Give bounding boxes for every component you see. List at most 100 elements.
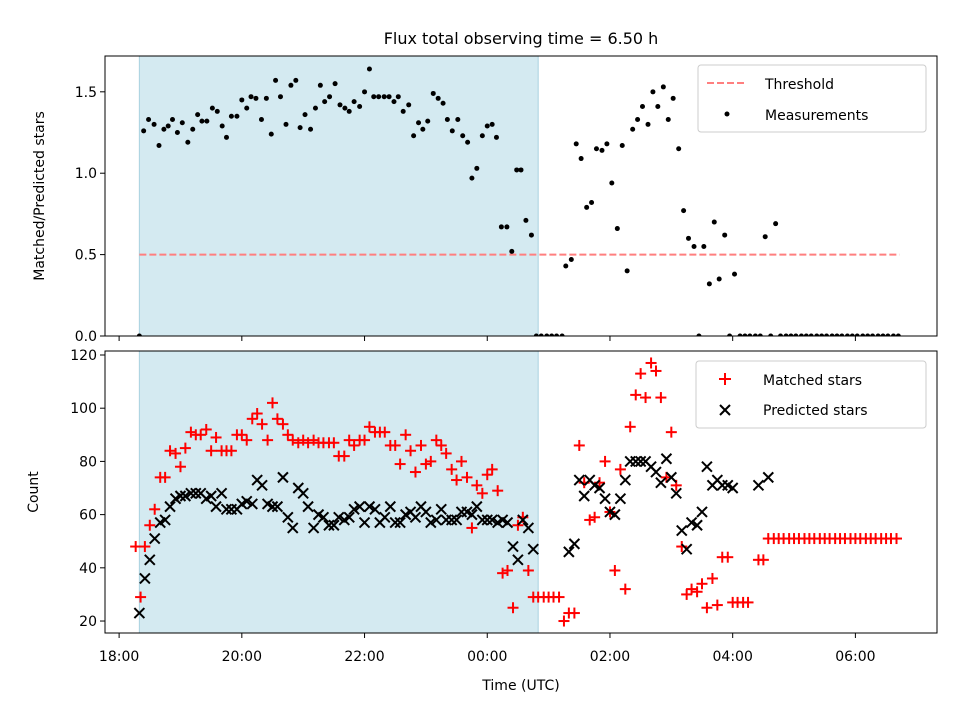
measurement-point: [351, 99, 357, 105]
measurement-point: [376, 94, 382, 100]
measurement-point: [732, 271, 738, 277]
measurement-point: [619, 143, 625, 149]
predicted-star-point: [185, 487, 197, 500]
predicted-star-point: [568, 538, 581, 550]
legend-predicted-swatch: [719, 404, 731, 416]
measurement-point: [357, 103, 363, 109]
matched-star-point: [594, 477, 606, 489]
matched-star-point: [164, 445, 176, 457]
measurement-point: [890, 333, 896, 336]
measurement-point: [706, 281, 712, 287]
count-ytick-label: 100: [70, 401, 97, 417]
predicted-star-point: [302, 500, 314, 513]
measurement-point: [214, 108, 220, 114]
measurement-point: [288, 82, 294, 88]
predicted-star-point: [680, 543, 693, 555]
matched-star-point: [297, 434, 309, 446]
predicted-star-point: [369, 503, 381, 515]
measurement-point: [430, 90, 436, 96]
matched-star-point: [359, 434, 371, 446]
matched-star-point: [614, 463, 626, 475]
predicted-star-point: [634, 455, 647, 468]
measurement-point: [819, 333, 825, 336]
measurement-point: [484, 123, 490, 129]
measurement-point: [589, 200, 595, 206]
matched-star-point: [742, 596, 754, 608]
matched-star-point: [676, 541, 688, 553]
measurement-point: [190, 126, 196, 132]
matched-star-point: [205, 445, 217, 457]
measurement-point: [185, 139, 191, 145]
matched-star-point: [446, 463, 458, 475]
predicted-star-point: [363, 500, 376, 513]
measurement-point: [604, 141, 610, 147]
predicted-star-point: [277, 471, 289, 484]
matched-star-point: [159, 471, 171, 483]
measurement-point: [578, 156, 584, 162]
measurement-point: [455, 116, 461, 122]
measurement-point: [302, 112, 308, 118]
measurement-point: [655, 103, 661, 109]
matched-star-point: [430, 434, 442, 446]
x-tick-label: 04:00: [713, 649, 753, 665]
predicted-star-point: [241, 495, 253, 508]
measurement-point: [337, 102, 343, 108]
matched-star-point: [195, 429, 207, 441]
predicted-star-point: [256, 479, 268, 492]
measurement-point: [635, 116, 641, 122]
predicted-star-point: [655, 476, 667, 489]
matched-star-point: [241, 434, 253, 446]
measurement-point: [469, 175, 475, 181]
matched-star-point: [609, 564, 621, 576]
predicted-star-point: [527, 543, 539, 555]
predicted-star-point: [210, 500, 222, 513]
measurement-point: [406, 102, 412, 108]
measurement-point: [366, 66, 372, 72]
measurement-point: [584, 204, 590, 210]
predicted-star-point: [246, 498, 258, 510]
measurement-point: [474, 165, 480, 171]
predicted-star-point: [323, 519, 335, 531]
measurement-point: [391, 99, 397, 105]
matched-star-point: [267, 397, 279, 409]
measurement-point: [844, 333, 850, 336]
measurement-point: [630, 126, 636, 132]
matched-star-point: [130, 541, 142, 553]
predicted-star-point: [573, 474, 585, 486]
measurement-point: [425, 118, 431, 124]
measurement-point: [518, 167, 524, 173]
predicted-star-point: [190, 487, 202, 500]
legend-matched-label: Matched stars: [763, 373, 862, 389]
matched-star-point: [256, 418, 268, 430]
matched-star-point: [558, 615, 570, 627]
matched-star-point: [492, 485, 504, 497]
measurement-point: [701, 243, 707, 249]
predicted-star-point: [752, 479, 765, 492]
measurement-point: [599, 147, 605, 153]
predicted-star-point: [409, 511, 422, 523]
measurement-point: [234, 113, 240, 119]
measurement-point: [504, 224, 510, 230]
measurement-point: [895, 333, 901, 336]
measurement-point: [283, 121, 289, 127]
panel-ratio: 0.0 0.5 1.0 1.5 Matched/Predicted stars Thr…: [32, 55, 938, 345]
matched-star-point: [415, 439, 427, 451]
legend-count: Matched stars Predicted stars: [695, 360, 927, 429]
measurement-point: [559, 333, 565, 336]
predicted-star-point: [476, 514, 489, 526]
measurement-point: [169, 116, 175, 122]
measurement-point: [865, 333, 871, 336]
predicted-star-point: [670, 487, 682, 500]
predicted-star-point: [481, 514, 493, 526]
measurement-point: [860, 333, 866, 336]
count-ytick-label: 60: [79, 508, 97, 524]
matched-star-point: [379, 426, 391, 438]
measurement-point: [829, 333, 835, 336]
predicted-star-point: [512, 554, 524, 566]
matched-star-point: [573, 439, 585, 451]
matched-star-point: [568, 607, 580, 619]
measurement-point: [696, 333, 702, 336]
measurement-point: [228, 113, 234, 119]
matched-star-point: [328, 437, 340, 449]
measurement-point: [416, 120, 422, 126]
